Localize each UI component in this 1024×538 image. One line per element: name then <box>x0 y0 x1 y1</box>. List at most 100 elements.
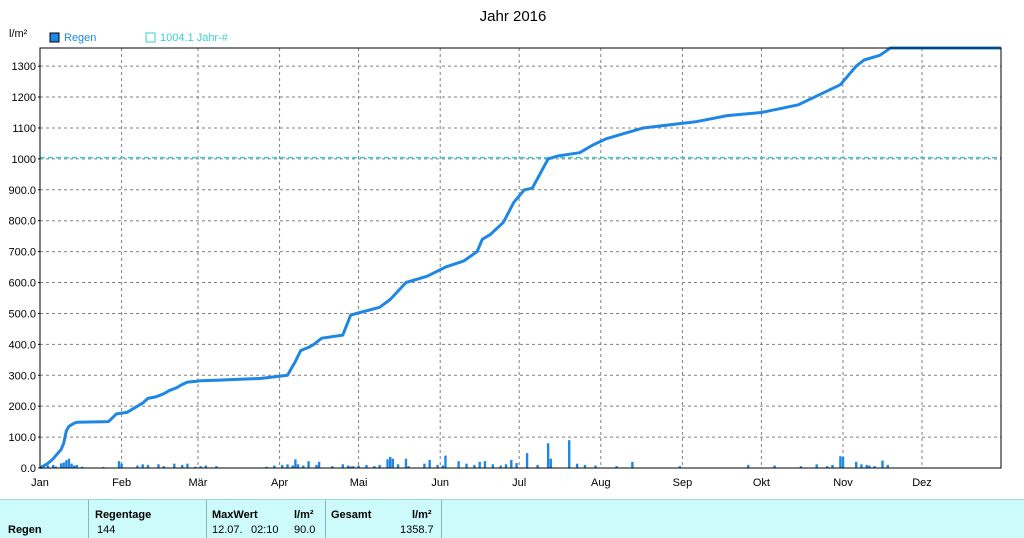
rain-days-value: 144 <box>97 524 116 536</box>
rain-bar <box>141 464 144 468</box>
x-tick-label: Mai <box>350 477 368 489</box>
rain-bar <box>117 461 121 468</box>
rain-bar <box>546 443 550 468</box>
y-tick-label: 1000 <box>12 154 36 166</box>
stats-divider <box>206 500 207 538</box>
rain-bar <box>873 466 876 468</box>
rain-bar <box>80 466 84 468</box>
rain-bar <box>70 463 73 468</box>
rain-bar <box>594 465 597 468</box>
rain-bar <box>444 455 447 468</box>
rain-bar <box>499 465 502 468</box>
rain-bar <box>428 459 431 468</box>
rain-bar <box>59 463 63 468</box>
rain-bar <box>307 461 310 468</box>
cumulative-rain-line <box>39 46 1001 470</box>
rain-bar <box>478 461 481 468</box>
rain-bar <box>373 466 376 468</box>
rain-bar <box>886 464 889 468</box>
rain-bar <box>120 463 123 468</box>
y-axis-unit-label: l/m² <box>9 28 28 40</box>
rain-bar <box>839 456 842 468</box>
rain-bar <box>180 464 184 468</box>
rain-bar <box>296 464 300 468</box>
x-tick-label: Sep <box>673 477 693 489</box>
rain-chart: Jahr 2016 l/m² Regen 1004.1 Jahr-# 0.0 100… <box>8 8 1002 489</box>
y-tick-label: 500.0 <box>8 308 36 320</box>
rain-bar <box>631 461 634 468</box>
rain-bar <box>510 459 513 468</box>
rain-bar <box>204 465 208 468</box>
rain-bar <box>549 458 552 468</box>
daily-rain-bars <box>46 440 889 468</box>
y-tick-label: 300.0 <box>8 370 36 382</box>
plot-frame <box>39 47 1002 469</box>
rain-bar <box>46 465 50 468</box>
cumulative-rain-path <box>39 46 1001 470</box>
rain-bar <box>465 463 468 468</box>
rain-bar <box>868 465 871 468</box>
stats-divider <box>88 500 89 538</box>
x-tick-label: Mär <box>188 477 207 489</box>
rain-bar <box>378 464 381 468</box>
y-tick-label: 700.0 <box>8 247 36 259</box>
x-tick-label: Dez <box>912 477 932 489</box>
rain-bar <box>146 464 150 468</box>
rain-bar <box>457 461 460 468</box>
rain-bar <box>136 465 139 468</box>
y-tick-label: 900.0 <box>8 185 36 197</box>
rain-bar <box>291 465 294 468</box>
rain-bar <box>881 460 884 468</box>
rain-bar <box>678 466 681 468</box>
rain-bar <box>860 464 863 468</box>
rain-bar <box>515 463 518 468</box>
rain-bar <box>865 464 868 468</box>
rain-bar <box>162 466 165 468</box>
x-tick-label: Okt <box>753 477 770 489</box>
x-tick-label: Feb <box>112 477 131 489</box>
rain-bar <box>286 464 289 468</box>
y-tick-label: 1100 <box>12 123 36 135</box>
y-tick-label: 400.0 <box>8 339 36 351</box>
rain-bar <box>855 461 858 468</box>
rain-bar <box>67 458 71 468</box>
rain-bar <box>62 462 65 468</box>
rain-bar <box>54 466 57 468</box>
legend-label: 1004.1 Jahr-# <box>160 32 229 44</box>
rain-bar <box>423 463 426 468</box>
rain-bar <box>391 458 394 468</box>
total-unit: l/m² <box>412 509 432 521</box>
max-value-unit: l/m² <box>294 509 314 521</box>
rain-bar <box>302 465 305 468</box>
y-tick-label: 1200 <box>12 92 36 104</box>
rain-bar <box>575 463 579 468</box>
rain-bar <box>491 464 495 468</box>
legend-swatch-filled <box>49 32 60 43</box>
stats-divider <box>441 500 442 538</box>
stats-divider <box>325 500 326 538</box>
rain-bar <box>388 456 392 468</box>
chart-legend: Regen 1004.1 Jahr-# <box>49 32 229 44</box>
rain-bar <box>396 464 400 468</box>
rain-bar <box>194 466 197 468</box>
rain-bar <box>583 464 587 468</box>
y-tick-label: 600.0 <box>8 278 36 290</box>
total-value: 1358.7 <box>400 524 434 536</box>
rain-bar <box>294 459 297 468</box>
rain-days-header: Regentage <box>95 509 152 521</box>
total-header: Gesamt <box>331 509 372 521</box>
rain-bar <box>357 465 360 468</box>
rain-bar <box>536 464 539 468</box>
rain-bar <box>65 460 68 468</box>
rain-bar <box>483 461 487 468</box>
rain-bar <box>186 463 189 468</box>
rain-bar <box>199 466 202 468</box>
rain-bar <box>265 466 268 468</box>
rain-bar <box>799 466 803 468</box>
rain-bar <box>407 466 410 468</box>
rain-bar <box>525 453 529 468</box>
rain-bar <box>747 464 750 468</box>
rain-bar <box>157 464 160 468</box>
rain-bar <box>615 466 618 468</box>
rain-bar <box>441 465 445 468</box>
